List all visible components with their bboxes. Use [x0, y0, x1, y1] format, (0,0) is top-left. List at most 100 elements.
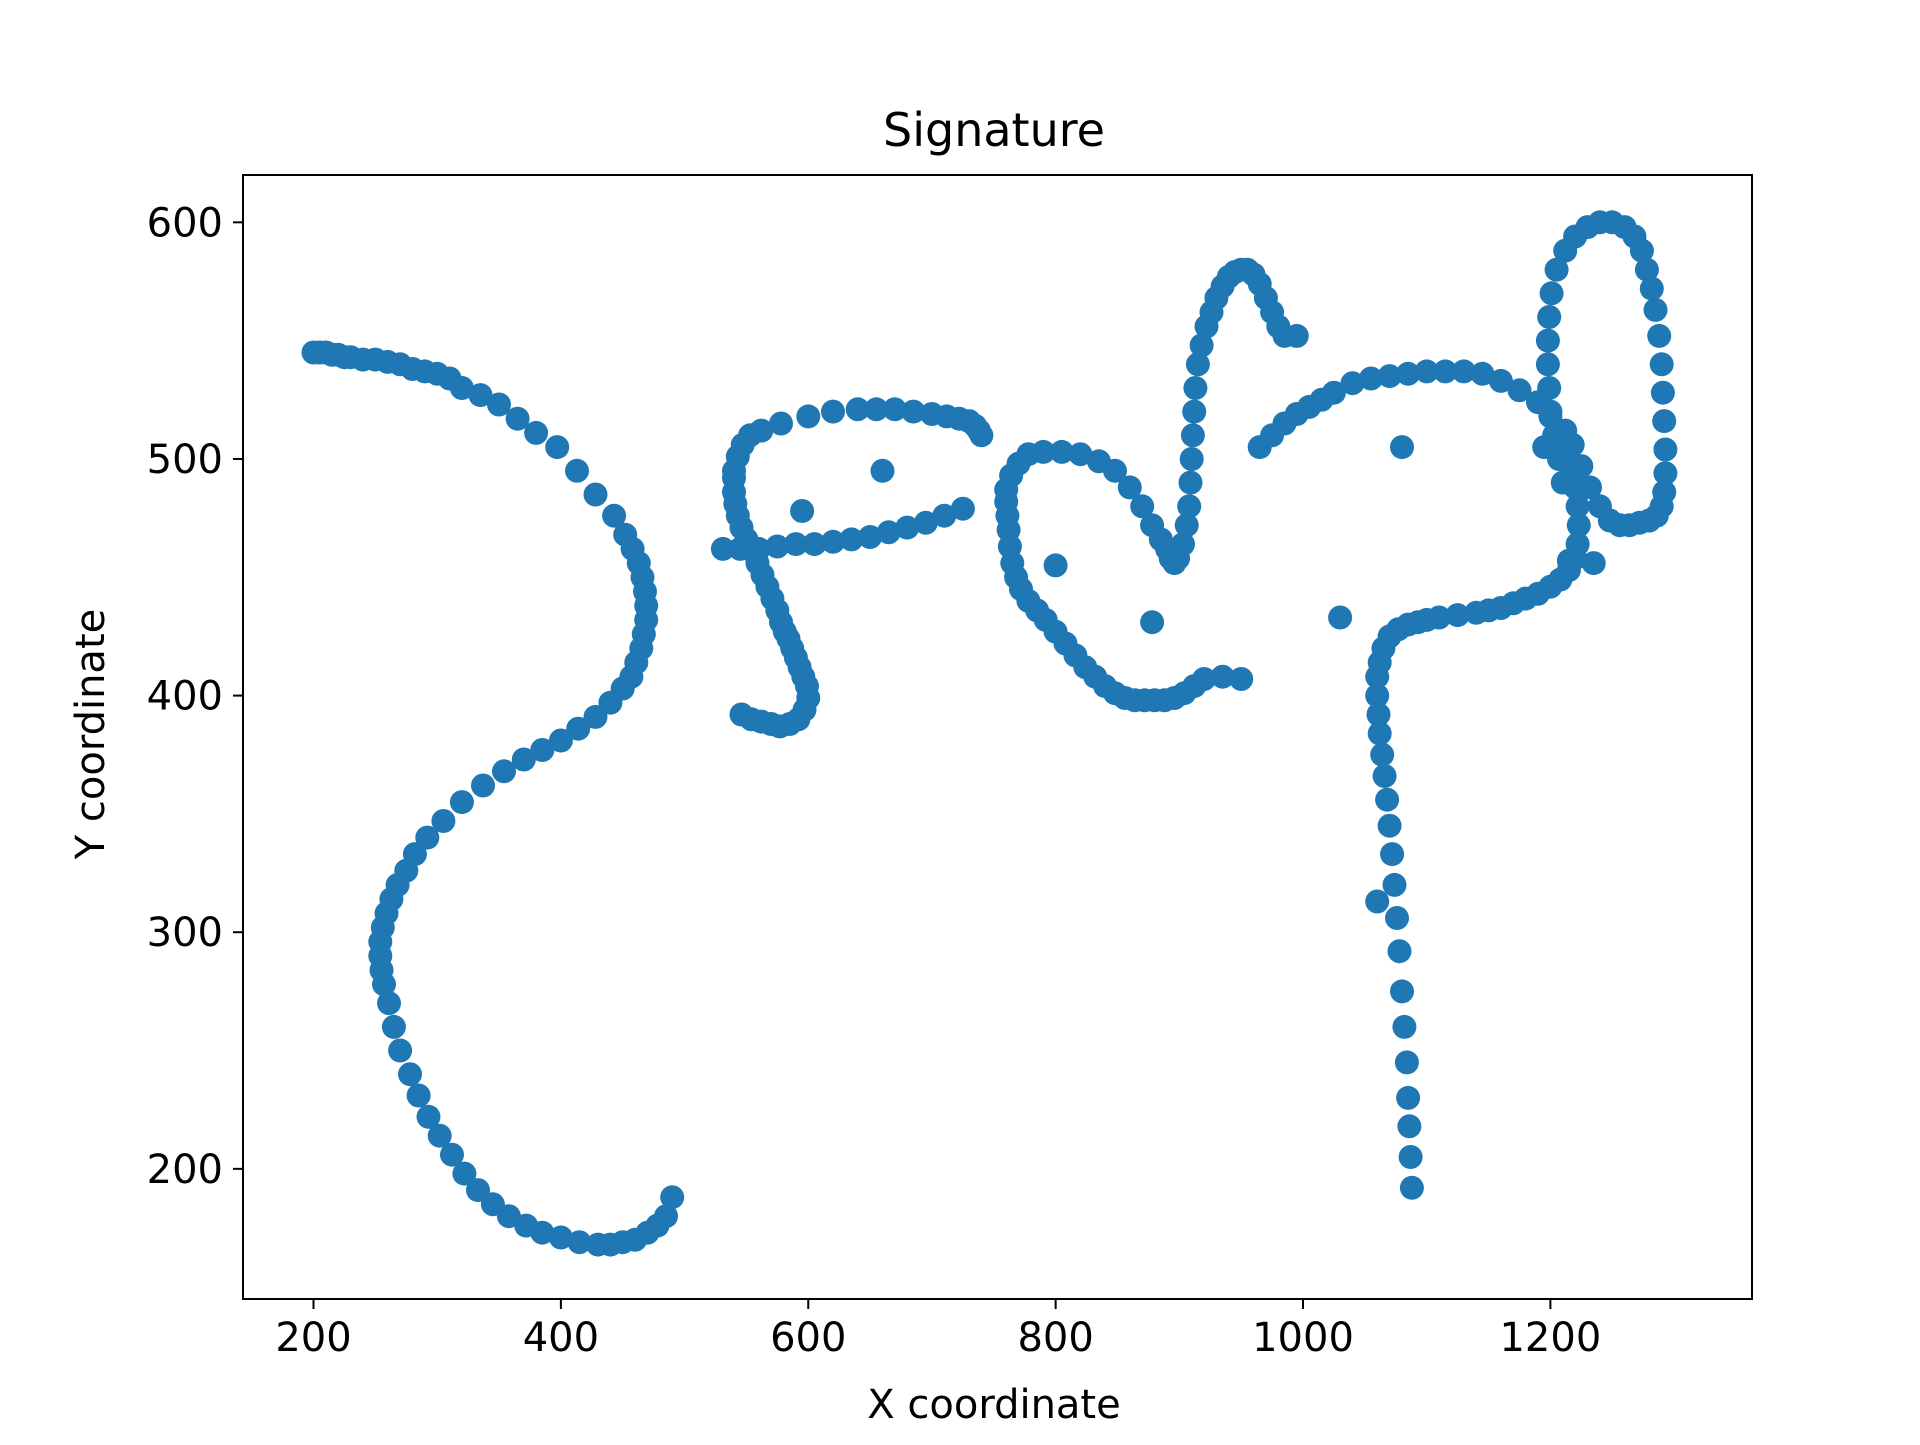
data-point: [1398, 1145, 1423, 1169]
data-point: [864, 397, 889, 422]
data-point: [1396, 1085, 1421, 1110]
data-point: [660, 1185, 685, 1210]
data-point: [427, 1123, 452, 1148]
y-tick-label: 200: [147, 1147, 223, 1193]
data-point: [1652, 409, 1677, 434]
data-point: [1382, 872, 1407, 897]
data-point: [468, 383, 493, 408]
data-point: [1535, 328, 1560, 353]
data-point: [1537, 376, 1562, 400]
x-tick-label: 1000: [1252, 1315, 1354, 1361]
data-point: [1178, 470, 1203, 495]
data-point: [566, 716, 591, 741]
points-layer: [301, 210, 1678, 1257]
data-point: [882, 397, 907, 422]
data-point: [505, 406, 530, 431]
data-point: [1068, 442, 1093, 467]
data-point: [1182, 399, 1207, 424]
data-point: [1634, 257, 1659, 282]
data-point: [1451, 359, 1476, 384]
data-point: [567, 1230, 592, 1255]
data-point: [1031, 439, 1056, 464]
data-point: [440, 1142, 464, 1167]
data-point: [1647, 323, 1672, 348]
data-point: [1385, 906, 1409, 930]
data-point: [1532, 435, 1557, 460]
data-point: [1043, 553, 1068, 578]
x-tick-label: 1200: [1499, 1315, 1601, 1361]
data-point: [1183, 376, 1208, 400]
data-point: [415, 825, 440, 850]
data-point: [796, 404, 821, 429]
data-point: [932, 503, 957, 528]
data-point: [1117, 475, 1142, 500]
data-point: [729, 702, 754, 727]
data-point: [1192, 667, 1217, 691]
data-point: [1649, 352, 1674, 377]
data-point: [1581, 551, 1606, 576]
data-point: [1650, 380, 1675, 405]
data-point: [1365, 683, 1390, 708]
data-point: [381, 1014, 406, 1039]
data-point: [1392, 1014, 1417, 1039]
data-point: [1375, 787, 1400, 812]
data-point: [1130, 494, 1155, 519]
data-point: [416, 1104, 441, 1129]
data-point: [1643, 297, 1668, 322]
data-point: [471, 773, 495, 798]
data-point: [1653, 437, 1678, 462]
y-axis-ticks: 200 300 400 500 600: [147, 200, 243, 1193]
data-point: [530, 738, 555, 762]
data-point: [431, 809, 456, 833]
data-point: [530, 1220, 555, 1245]
y-tick-label: 300: [147, 910, 223, 956]
data-point: [783, 532, 808, 557]
data-point: [1433, 359, 1458, 384]
data-point: [749, 418, 774, 443]
data-point: [1177, 494, 1202, 519]
data-point: [1578, 475, 1602, 500]
data-point: [602, 503, 627, 528]
data-point: [548, 1225, 573, 1250]
data-point: [821, 529, 845, 554]
data-point: [406, 1083, 431, 1108]
data-point: [1653, 461, 1678, 486]
data-point: [1140, 610, 1165, 635]
data-point: [598, 690, 623, 715]
data-point: [1396, 361, 1421, 386]
x-axis-ticks: 200 400 600 800 1000 1200: [275, 1299, 1601, 1361]
data-point: [449, 376, 474, 400]
data-point: [1377, 813, 1402, 838]
data-point: [1380, 842, 1405, 867]
data-point: [1179, 447, 1204, 471]
data-point: [1359, 366, 1383, 391]
x-tick-label: 800: [1017, 1315, 1093, 1361]
x-tick-label: 200: [275, 1315, 351, 1361]
data-point: [548, 728, 573, 753]
x-tick-label: 400: [523, 1315, 599, 1361]
chart-title: Signature: [883, 103, 1105, 157]
data-point: [790, 499, 815, 523]
data-point: [1464, 600, 1489, 625]
data-point: [377, 991, 401, 1016]
data-point: [1565, 494, 1590, 519]
data-point: [1566, 513, 1591, 538]
data-point: [1394, 1050, 1419, 1075]
data-point: [913, 510, 938, 535]
data-point: [1414, 359, 1439, 384]
data-point: [524, 420, 549, 445]
x-axis-label: X coordinate: [867, 1382, 1120, 1428]
data-point: [1284, 323, 1309, 348]
data-point: [870, 458, 895, 483]
y-tick-label: 500: [147, 437, 223, 483]
data-point: [565, 458, 589, 483]
data-point: [398, 1062, 422, 1087]
data-point: [1049, 439, 1074, 464]
x-tick-label: 600: [770, 1315, 846, 1361]
data-point: [1171, 532, 1195, 557]
data-point: [710, 536, 735, 561]
data-point: [1587, 494, 1612, 519]
